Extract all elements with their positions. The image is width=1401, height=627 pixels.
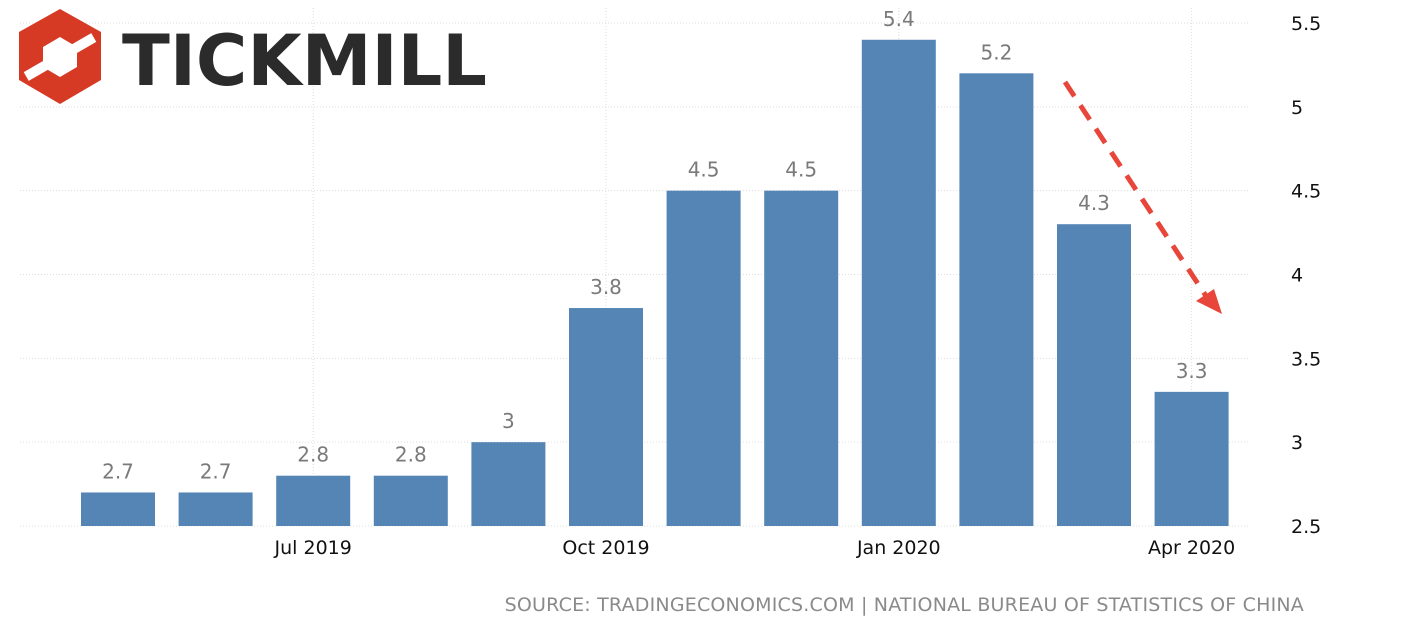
bar	[178, 492, 253, 526]
downtrend-arrow	[1062, 80, 1222, 314]
tickmill-logo: TICKMILL	[19, 9, 487, 104]
bar-value-label: 3.8	[590, 275, 622, 299]
bar-value-label: 2.8	[395, 443, 427, 467]
logo-mark-inner-icon	[43, 37, 77, 77]
source-note: SOURCE: TRADINGECONOMICS.COM | NATIONAL …	[504, 594, 1304, 616]
bar	[569, 308, 643, 526]
bar-value-label: 3.3	[1176, 359, 1208, 383]
logo-mark-cut-icon	[68, 33, 97, 55]
bar	[276, 475, 351, 526]
bar	[81, 492, 155, 526]
bar-value-label: 2.7	[102, 459, 134, 483]
logo-wordmark: TICKMILL	[122, 20, 487, 102]
bar	[764, 190, 839, 526]
y-tick-label: 3.5	[1291, 348, 1321, 370]
bar-value-label: 2.8	[297, 443, 329, 467]
x-tick-label: Apr 2020	[1148, 537, 1235, 559]
bar-value-label: 5.4	[883, 7, 915, 31]
x-tick-label: Jul 2019	[274, 537, 352, 559]
bar	[1154, 391, 1229, 526]
arrow-head	[1196, 289, 1222, 314]
y-tick-label: 3	[1291, 432, 1303, 454]
bar-value-label: 5.2	[980, 40, 1012, 64]
bar	[373, 475, 448, 526]
bar	[471, 442, 546, 526]
chart-data-labels: 2.7 2.7 2.8 2.8 3 3.8 4.5 4.5 5.4 5.2 4.3 3.3	[102, 7, 1207, 484]
y-tick-label: 4	[1291, 265, 1303, 287]
bar-value-label: 4.3	[1078, 191, 1110, 215]
logo-mark-cut-icon	[23, 59, 52, 81]
bar-value-label: 3	[502, 409, 515, 433]
y-tick-label: 2.5	[1291, 516, 1321, 538]
bar-value-label: 4.5	[688, 158, 720, 182]
chart-y-axis: 2.5 3 3.5 4 4.5 5 5.5	[1291, 13, 1321, 538]
y-tick-label: 4.5	[1291, 181, 1321, 203]
x-tick-label: Oct 2019	[562, 537, 649, 559]
bar-value-label: 2.7	[200, 459, 232, 483]
y-tick-label: 5	[1291, 97, 1303, 119]
y-tick-label: 5.5	[1291, 13, 1321, 35]
chart-x-axis: Jul 2019 Oct 2019 Jan 2020 Apr 2020	[274, 537, 1236, 559]
chart-bars	[81, 39, 1229, 527]
bar	[959, 73, 1034, 527]
bar	[666, 190, 741, 526]
bar	[861, 39, 936, 527]
arrow-shaft	[1062, 80, 1209, 298]
bar-value-label: 4.5	[785, 158, 817, 182]
bar	[1057, 224, 1131, 526]
x-tick-label: Jan 2020	[856, 537, 941, 559]
